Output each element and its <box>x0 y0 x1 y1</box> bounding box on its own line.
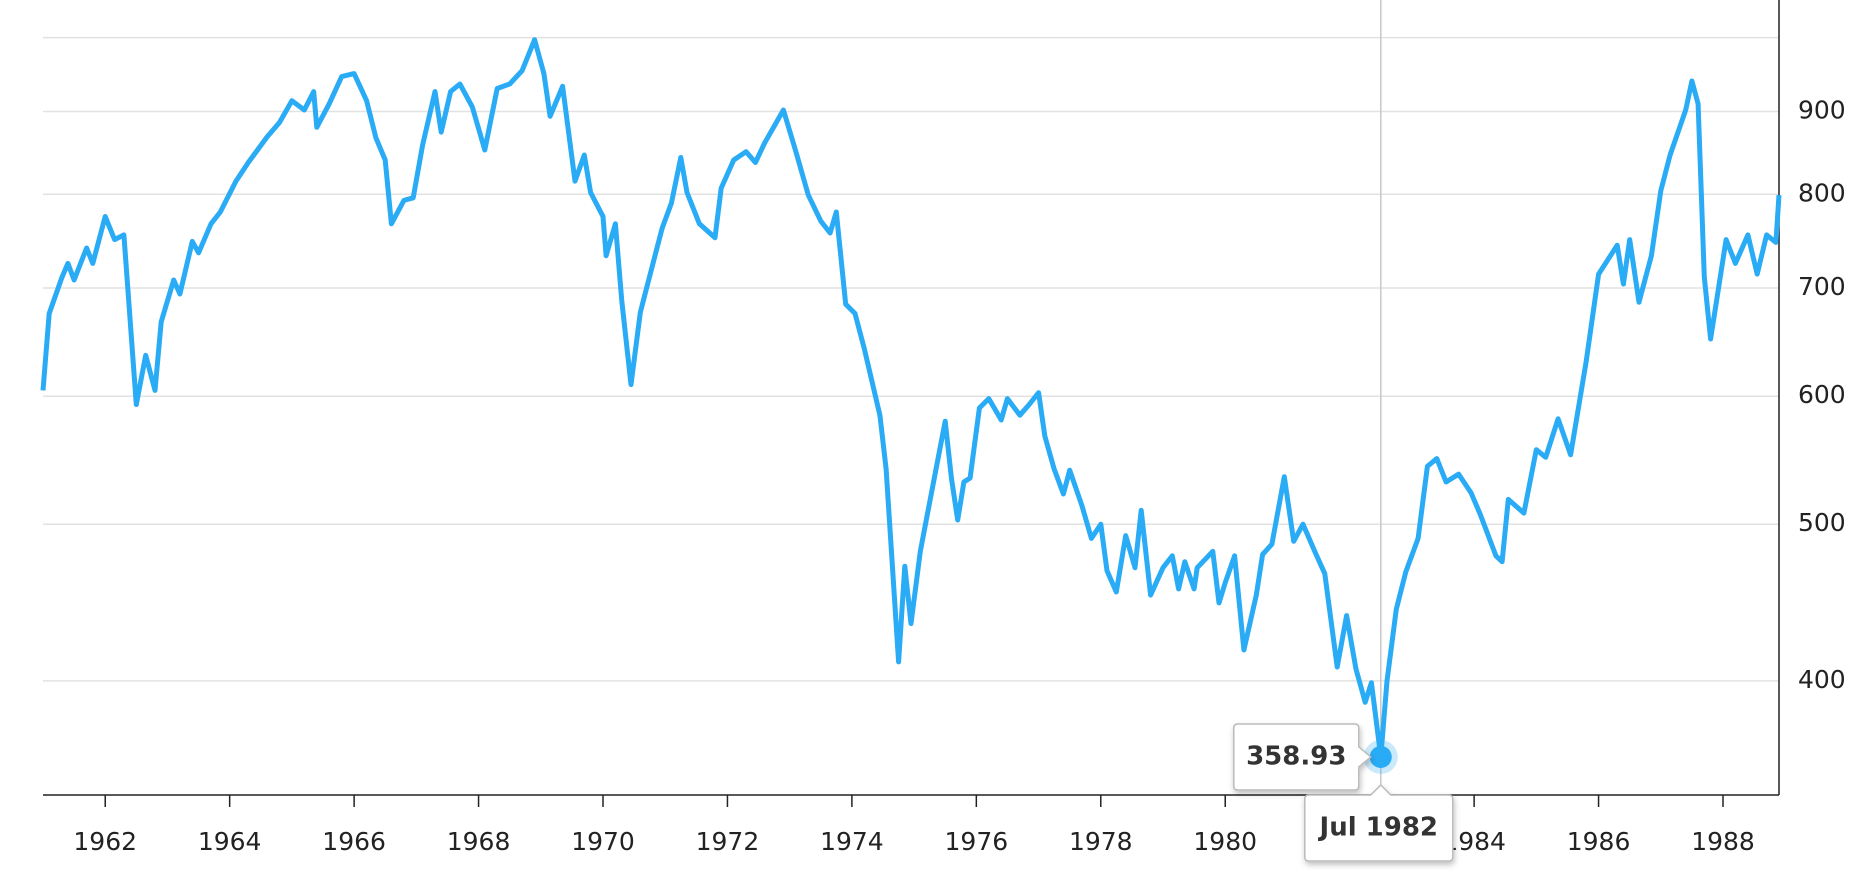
x-tick-label: 1962 <box>73 827 137 856</box>
y-tick-label: 600 <box>1798 380 1846 409</box>
tooltip-box <box>1233 723 1372 791</box>
y-tick-label: 700 <box>1798 272 1846 301</box>
tooltip-date: Jul 1982 <box>1318 813 1439 843</box>
highlight-point <box>1369 745 1392 768</box>
x-tick-label: 1970 <box>571 827 635 856</box>
x-tick-label: 1966 <box>322 827 386 856</box>
x-tick-label: 1980 <box>1193 827 1257 856</box>
tooltip-date-box <box>1304 783 1454 862</box>
x-tick-label: 1968 <box>447 827 511 856</box>
x-tick-label: 1988 <box>1691 827 1755 856</box>
tooltip-value: 358.93 <box>1246 741 1346 771</box>
y-tick-label: 900 <box>1798 96 1846 125</box>
x-tick-label: 1972 <box>696 827 760 856</box>
y-tick-label: 800 <box>1798 178 1846 207</box>
y-tick-label: 500 <box>1798 508 1846 537</box>
x-tick-label: 1964 <box>198 827 262 856</box>
x-tick-label: 1976 <box>945 827 1009 856</box>
x-tick-label: 1986 <box>1567 827 1631 856</box>
line-series <box>40 37 1782 760</box>
x-tick-label: 1978 <box>1069 827 1133 856</box>
y-tick-label: 400 <box>1798 665 1846 694</box>
x-tick-label: 1974 <box>820 827 884 856</box>
